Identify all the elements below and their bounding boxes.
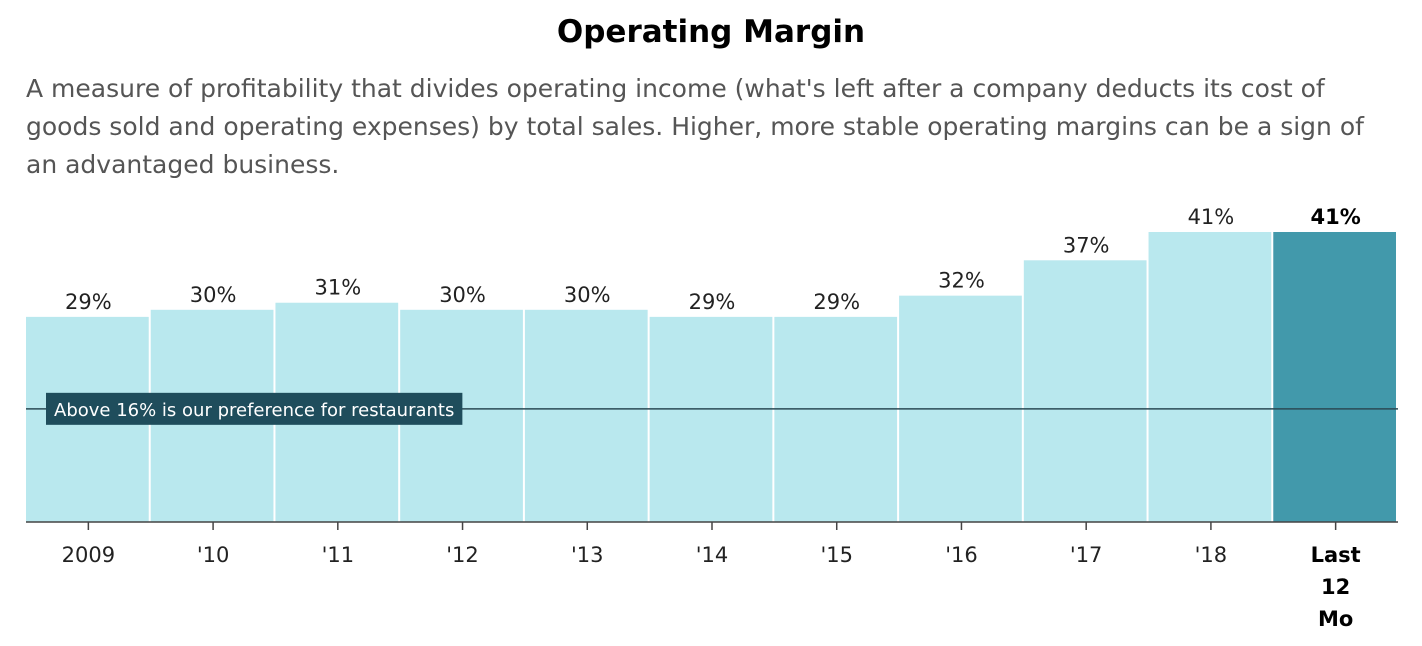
- x-tick-label: '13: [571, 543, 604, 567]
- bar-value-label: 29%: [813, 290, 860, 314]
- bar-value-label: 41%: [1311, 205, 1361, 229]
- bar-value-label: 32%: [938, 269, 985, 293]
- x-tick-label: '14: [696, 543, 729, 567]
- x-tick-label: Last 12 Mo: [1311, 543, 1361, 631]
- bar-value-label: 29%: [689, 290, 736, 314]
- bar-value-label: 30%: [190, 283, 237, 307]
- x-tick-label: '10: [197, 543, 230, 567]
- x-tick-label: '11: [322, 543, 355, 567]
- bar-value-label: 29%: [65, 290, 112, 314]
- bar: [1273, 232, 1396, 522]
- bar: [1148, 232, 1272, 522]
- bar-value-label: 30%: [564, 283, 611, 307]
- chart-title: Operating Margin: [556, 14, 866, 50]
- bar: [649, 316, 773, 522]
- x-tick-label: '16: [945, 543, 978, 567]
- bar-value-label: 41%: [1188, 205, 1235, 229]
- x-tick-label: '17: [1070, 543, 1103, 567]
- bar: [524, 309, 648, 522]
- x-tick-label: 2009: [62, 543, 115, 567]
- reference-label-box: [46, 392, 463, 425]
- reference-label: Above 16% is our preference for restaura…: [54, 400, 454, 421]
- bar: [774, 316, 898, 522]
- bar-value-label: 37%: [1063, 233, 1110, 257]
- bar-value-label: 31%: [314, 276, 361, 300]
- bar-value-label: 30%: [439, 283, 486, 307]
- chart-description: A measure of profitability that divides …: [26, 74, 1364, 179]
- x-tick-label: '12: [446, 543, 479, 567]
- x-tick-label: '18: [1195, 543, 1228, 567]
- x-tick-label: '15: [820, 543, 853, 567]
- bar: [1023, 260, 1147, 522]
